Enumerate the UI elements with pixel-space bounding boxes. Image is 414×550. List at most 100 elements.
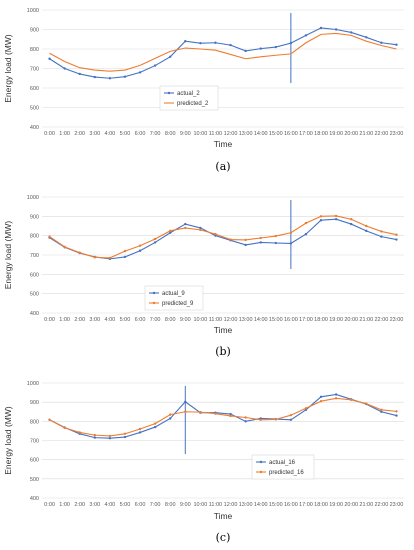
data-point-actual_2 [380, 41, 383, 44]
data-point-predicted_9 [93, 256, 96, 259]
x-tick-label: 19:00 [329, 502, 343, 508]
x-tick-label: 13:00 [239, 131, 253, 137]
data-point-predicted_16 [259, 418, 262, 421]
data-point-actual_16 [93, 436, 96, 439]
y-tick-label: 1000 [27, 381, 39, 387]
data-point-actual_16 [244, 420, 247, 423]
x-tick-label: 20:00 [344, 131, 358, 137]
x-tick-label: 3:00 [89, 131, 100, 137]
x-tick-label: 23:00 [390, 131, 404, 137]
x-tick-label: 3:00 [89, 502, 100, 508]
x-tick-label: 23:00 [390, 502, 404, 508]
x-tick-label: 13:00 [239, 317, 253, 323]
data-point-predicted_9 [153, 237, 157, 241]
y-tick-label: 800 [30, 47, 39, 53]
legend-swatch-marker [259, 470, 263, 474]
x-tick-label: 2:00 [74, 131, 85, 137]
data-point-actual_2 [78, 72, 81, 76]
legend-box [144, 285, 204, 311]
legend: actual_9 predicted_9 [144, 285, 204, 311]
data-point-predicted_16 [365, 402, 368, 405]
x-tick-label: 22:00 [374, 317, 388, 323]
y-tick-label: 600 [30, 86, 39, 92]
y-tick-label: 900 [30, 400, 39, 406]
data-point-actual_9 [274, 241, 277, 245]
x-axis-title: Time [214, 325, 233, 335]
x-tick-label: 14:00 [254, 502, 268, 508]
data-point-predicted_16 [304, 407, 308, 410]
figure-caption: (a) [215, 160, 230, 173]
x-tick-label: 6:00 [135, 502, 146, 508]
y-tick-label: 600 [30, 272, 39, 278]
data-point-predicted_9 [350, 218, 353, 221]
x-tick-label: 21:00 [359, 502, 373, 508]
data-point-predicted_16 [395, 410, 398, 413]
x-tick-label: 6:00 [135, 317, 146, 323]
figure-caption: (b) [215, 345, 231, 358]
data-point-actual_2 [63, 67, 66, 70]
data-point-predicted_9 [199, 228, 202, 232]
x-tick-label: 8:00 [165, 131, 176, 137]
x-tick-label: 18:00 [314, 502, 328, 508]
y-tick-label: 1000 [27, 195, 39, 201]
data-point-predicted_16 [214, 412, 217, 415]
x-tick-label: 11:00 [209, 317, 222, 323]
data-point-actual_9 [123, 255, 127, 259]
series-line-actual_9 [49, 218, 397, 260]
x-tick-label: 1:00 [59, 502, 70, 508]
legend-entry: predicted_9 [162, 301, 194, 307]
data-point-actual_2 [319, 26, 323, 30]
x-tick-label: 18:00 [314, 131, 328, 137]
data-point-actual_2 [169, 55, 172, 58]
x-tick-label: 14:00 [254, 131, 268, 137]
y-tick-label: 500 [30, 106, 39, 112]
data-point-predicted_16 [319, 400, 323, 403]
x-tick-label: 4:00 [105, 502, 116, 508]
data-point-actual_16 [123, 435, 127, 439]
legend-swatch-marker [152, 291, 156, 295]
data-point-actual_9 [319, 219, 323, 222]
x-tick-label: 20:00 [344, 502, 358, 508]
x-tick-label: 21:00 [359, 317, 373, 323]
data-point-predicted_16 [48, 418, 51, 421]
data-point-actual_2 [229, 43, 232, 47]
data-point-predicted_9 [123, 249, 127, 253]
data-point-actual_16 [108, 437, 112, 440]
data-point-actual_16 [184, 400, 187, 403]
data-point-predicted_9 [334, 214, 338, 218]
data-point-actual_16 [169, 417, 172, 420]
chart-1: 400 500 600 700 800 900 1000 0:00 1:00 2:00 3:00 4:… [3, 8, 404, 173]
data-point-predicted_16 [108, 434, 112, 438]
x-tick-label: 0:00 [44, 131, 55, 137]
x-tick-label: 9:00 [180, 502, 191, 508]
data-point-predicted_16 [229, 414, 232, 418]
x-tick-label: 0:00 [44, 317, 55, 323]
data-point-actual_9 [304, 232, 308, 236]
data-point-predicted_9 [63, 245, 66, 249]
data-point-actual_9 [259, 241, 262, 244]
data-point-predicted_9 [304, 221, 308, 225]
data-point-predicted_9 [395, 233, 398, 236]
x-tick-label: 9:00 [180, 131, 191, 137]
y-axis-title: Energy load (MW) [3, 34, 13, 103]
data-point-actual_2 [48, 57, 51, 60]
x-tick-label: 7:00 [150, 317, 161, 323]
legend-box [251, 454, 315, 480]
data-point-actual_2 [274, 45, 277, 49]
x-tick-label: 0:00 [44, 502, 55, 508]
data-point-predicted_16 [289, 414, 293, 417]
data-point-actual_16 [395, 414, 398, 417]
x-tick-label: 7:00 [150, 502, 161, 508]
data-point-predicted_16 [184, 410, 187, 413]
data-point-actual_16 [334, 393, 338, 396]
y-tick-label: 400 [30, 125, 39, 131]
data-point-actual_2 [214, 41, 217, 44]
x-axis-title: Time [214, 511, 233, 521]
x-tick-label: 3:00 [89, 317, 100, 323]
x-tick-label: 11:00 [209, 502, 222, 508]
data-point-actual_9 [184, 222, 187, 226]
series-line-predicted_2 [49, 32, 397, 72]
data-point-actual_2 [123, 75, 127, 78]
data-point-actual_2 [184, 40, 187, 43]
